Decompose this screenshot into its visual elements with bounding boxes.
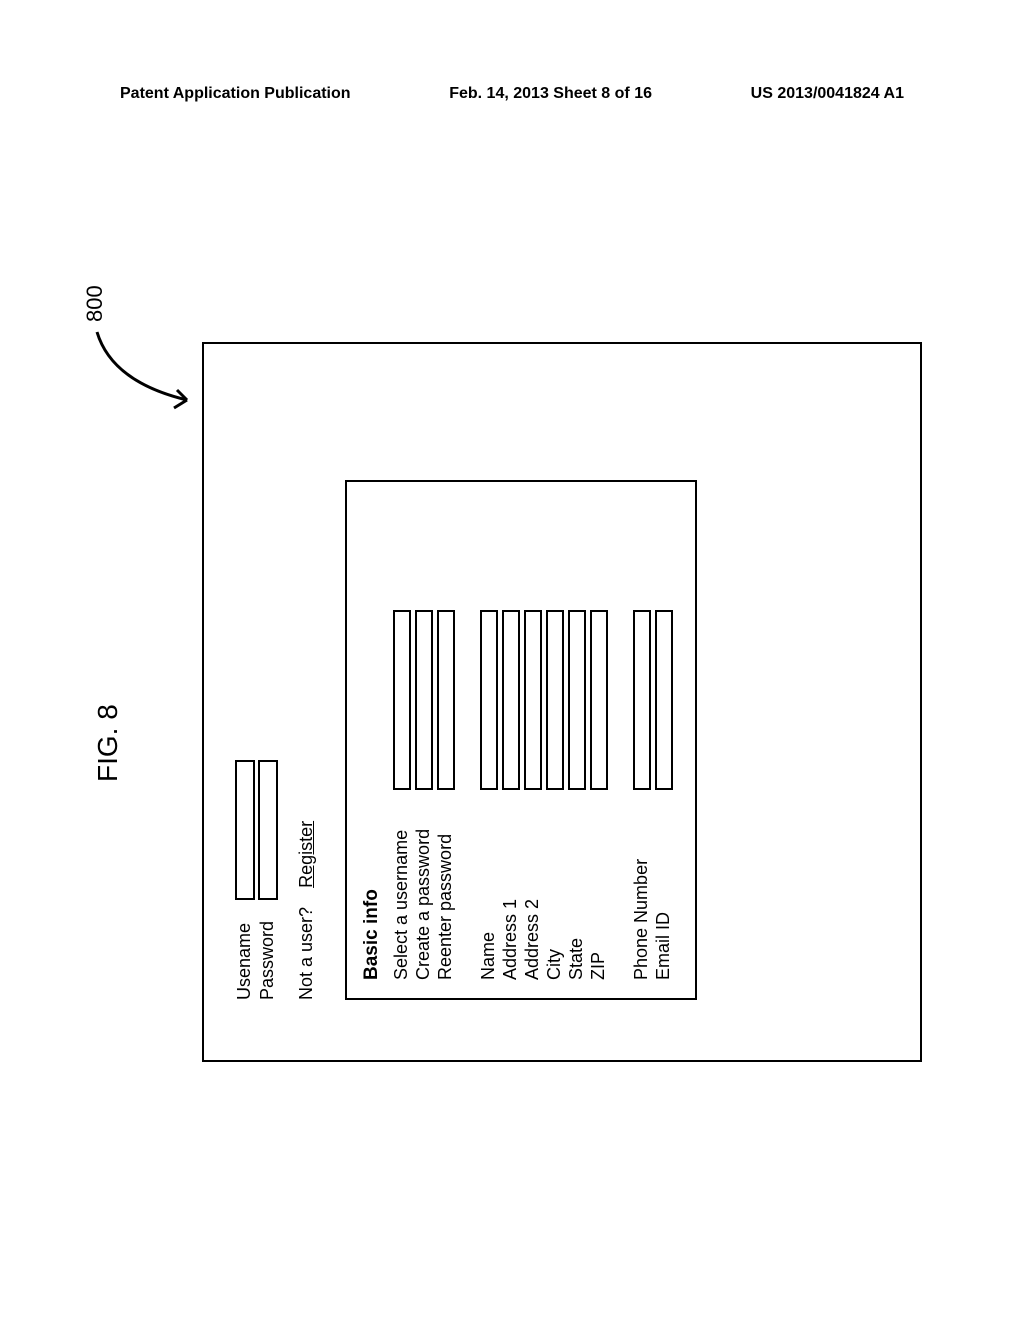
form-panel: Usename Password Not a user? Register Ba…	[202, 342, 922, 1062]
name-label: Name	[478, 790, 499, 980]
email-label: Email ID	[653, 790, 674, 980]
password-label: Password	[257, 900, 278, 1000]
city-label: City	[544, 790, 565, 980]
address2-row: Address 2	[522, 500, 543, 980]
address1-input[interactable]	[502, 610, 520, 790]
header-center: Feb. 14, 2013 Sheet 8 of 16	[449, 85, 652, 103]
name-row: Name	[478, 500, 499, 980]
email-row: Email ID	[653, 500, 674, 980]
email-input[interactable]	[655, 610, 673, 790]
zip-input[interactable]	[590, 610, 608, 790]
reenter-password-row: Reenter password	[435, 500, 456, 980]
username-row: Usename	[234, 404, 255, 1000]
city-row: City	[544, 500, 565, 980]
state-input[interactable]	[568, 610, 586, 790]
zip-row: ZIP	[588, 500, 609, 980]
select-username-label: Select a username	[391, 790, 412, 980]
username-input[interactable]	[235, 760, 255, 900]
reenter-password-label: Reenter password	[435, 790, 456, 980]
phone-input[interactable]	[633, 610, 651, 790]
city-input[interactable]	[546, 610, 564, 790]
header-right: US 2013/0041824 A1	[751, 85, 904, 103]
figure-title: FIG. 8	[92, 704, 124, 782]
phone-row: Phone Number	[631, 500, 652, 980]
address2-input[interactable]	[524, 610, 542, 790]
header-left: Patent Application Publication	[120, 85, 351, 103]
not-user-text: Not a user?	[296, 907, 316, 1000]
contact-group: Phone Number Email ID	[631, 500, 674, 980]
select-username-input[interactable]	[393, 610, 411, 790]
address-group: Name Address 1 Address 2 City State	[478, 500, 609, 980]
create-password-label: Create a password	[413, 790, 434, 980]
reference-arrow-icon	[92, 322, 207, 412]
basic-info-title: Basic info	[361, 500, 383, 980]
basic-info-box: Basic info Select a username Create a pa…	[345, 480, 697, 1000]
state-row: State	[566, 500, 587, 980]
password-input[interactable]	[258, 760, 278, 900]
state-label: State	[566, 790, 587, 980]
address1-row: Address 1	[500, 500, 521, 980]
phone-label: Phone Number	[631, 790, 652, 980]
create-password-row: Create a password	[413, 500, 434, 980]
name-input[interactable]	[480, 610, 498, 790]
figure-area: FIG. 8 800 Usename Password Not a user? …	[12, 168, 1012, 1192]
page-header: Patent Application Publication Feb. 14, …	[120, 85, 904, 103]
create-password-input[interactable]	[415, 610, 433, 790]
not-user-row: Not a user? Register	[296, 404, 317, 1000]
address2-label: Address 2	[522, 790, 543, 980]
reference-number: 800	[82, 285, 108, 322]
reenter-password-input[interactable]	[437, 610, 455, 790]
username-label: Usename	[234, 900, 255, 1000]
zip-label: ZIP	[588, 790, 609, 980]
address1-label: Address 1	[500, 790, 521, 980]
password-row: Password	[257, 404, 278, 1000]
select-username-row: Select a username	[391, 500, 412, 980]
register-link[interactable]: Register	[296, 821, 316, 888]
